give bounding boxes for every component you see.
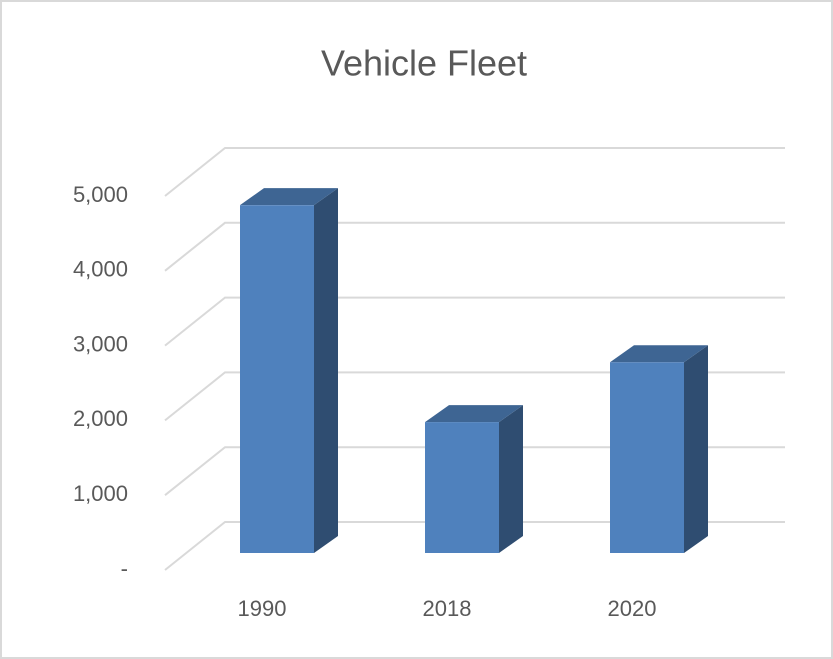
bar-top — [240, 188, 338, 206]
grid-line — [164, 371, 785, 422]
chart-title: Vehicle Fleet — [321, 43, 527, 84]
y-tick-label: 1,000 — [73, 481, 128, 506]
x-tick-label: 1990 — [238, 596, 287, 621]
grid-line — [164, 296, 785, 347]
grid-line — [164, 446, 785, 496]
x-tick-label: 2020 — [608, 596, 657, 621]
bar — [240, 205, 314, 553]
y-tick-label: 5,000 — [73, 182, 128, 207]
bar-side — [684, 345, 708, 553]
y-tick-label: 4,000 — [73, 257, 128, 282]
y-tick-label: 2,000 — [73, 406, 128, 431]
bar — [610, 362, 684, 553]
bar-top — [610, 345, 708, 363]
bar-side — [499, 405, 523, 553]
grid-line — [164, 521, 785, 571]
bar-side — [314, 188, 338, 553]
grid-line — [164, 147, 785, 197]
x-tick-label: 2018 — [423, 596, 472, 621]
y-tick-label: 3,000 — [73, 331, 128, 356]
bar-top — [425, 405, 523, 423]
grid-line — [164, 221, 785, 272]
bar — [425, 422, 499, 553]
y-tick-label: - — [121, 556, 128, 581]
